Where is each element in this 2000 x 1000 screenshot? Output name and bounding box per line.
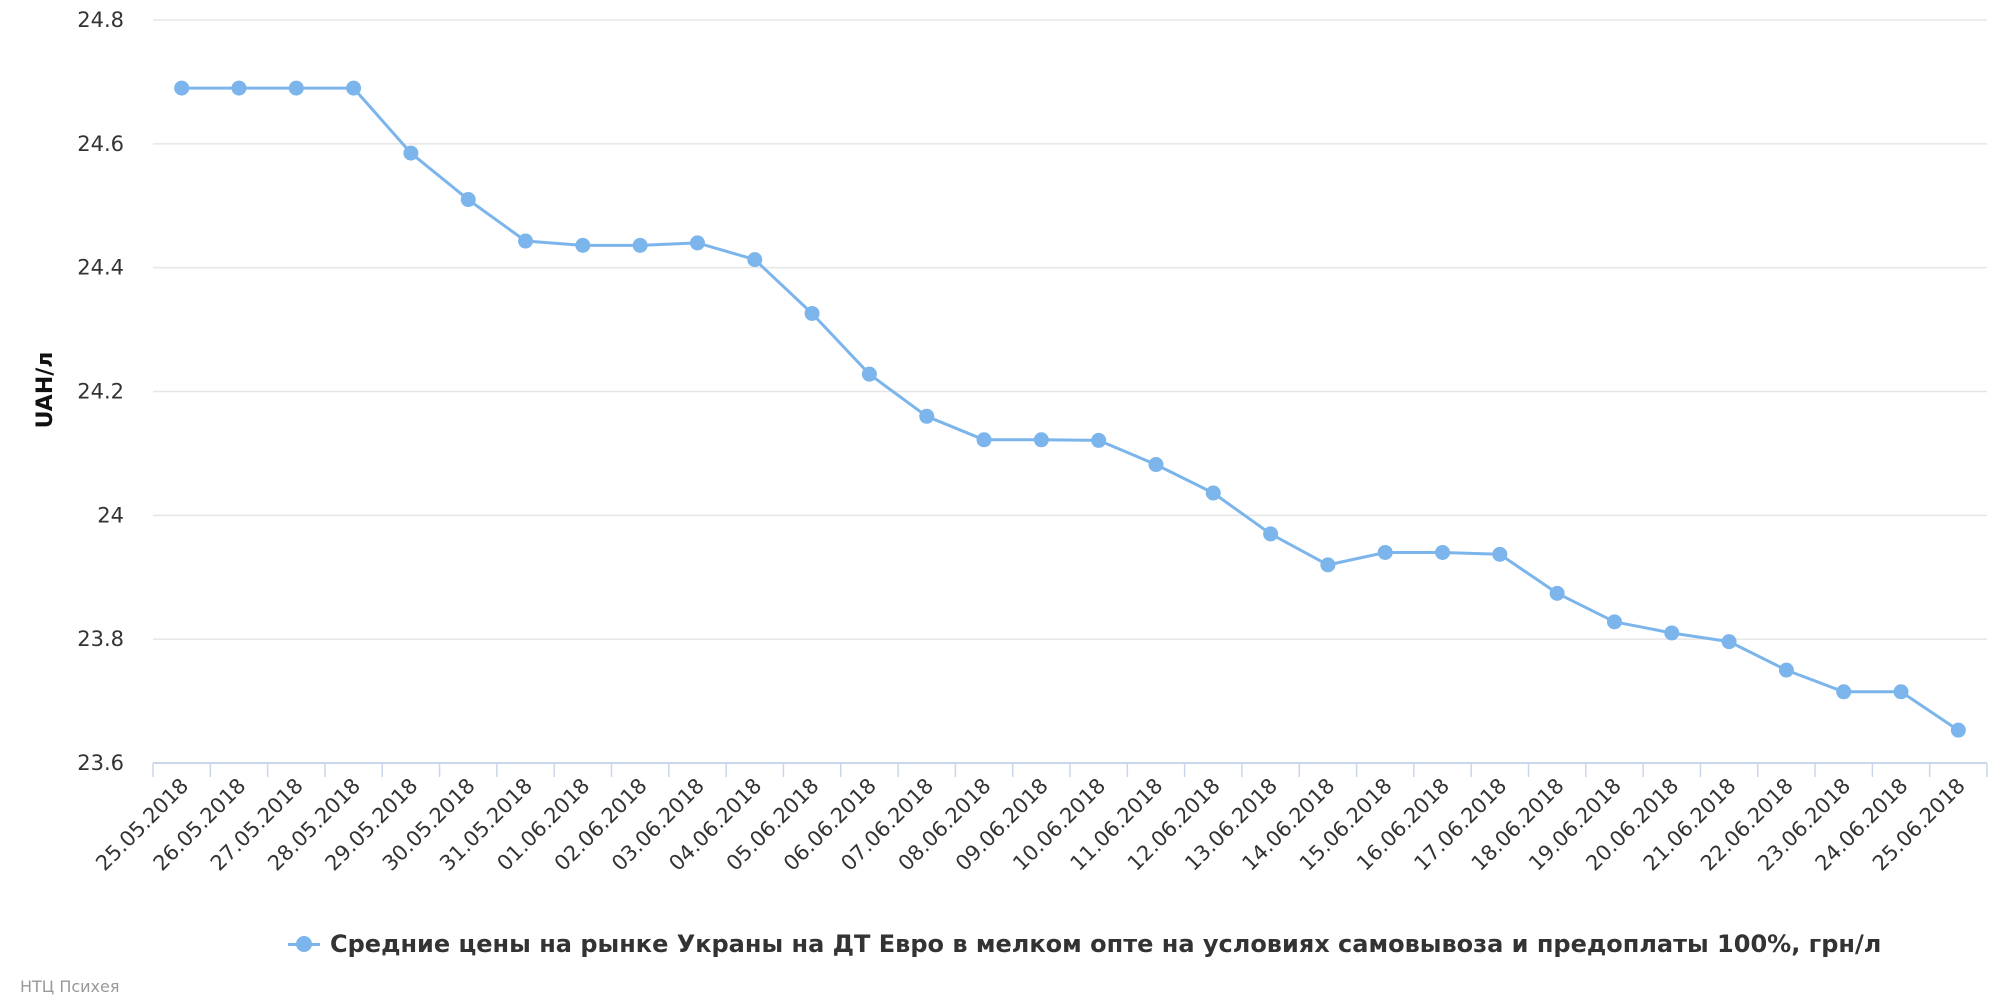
data-point[interactable] (1492, 546, 1508, 562)
data-point[interactable] (689, 235, 705, 251)
data-point[interactable] (1778, 662, 1794, 678)
data-point[interactable] (1606, 614, 1622, 630)
series-line (181, 86, 1960, 732)
data-point[interactable] (1320, 557, 1336, 573)
data-point[interactable] (518, 233, 534, 249)
data-point[interactable] (1033, 432, 1049, 448)
data-point[interactable] (1950, 722, 1966, 738)
y-tick-label: 23.6 (77, 751, 124, 775)
y-tick-label: 24.2 (77, 380, 124, 404)
data-point[interactable] (403, 145, 419, 161)
x-axis-ticks (152, 763, 1988, 777)
y-tick-label: 24.6 (77, 132, 124, 156)
data-point[interactable] (747, 252, 763, 268)
y-axis-title: UAH/л (33, 352, 58, 429)
data-point[interactable] (346, 80, 362, 96)
data-point[interactable] (1263, 526, 1279, 542)
data-point[interactable] (288, 80, 304, 96)
y-tick-label: 24.8 (77, 8, 124, 32)
data-point[interactable] (174, 80, 190, 96)
data-point[interactable] (976, 432, 992, 448)
credits[interactable]: НТЦ Психея (20, 977, 120, 996)
data-point[interactable] (1435, 544, 1451, 560)
data-point[interactable] (804, 305, 820, 321)
data-point[interactable] (1836, 684, 1852, 700)
series-points (174, 80, 1966, 738)
data-point[interactable] (1664, 625, 1680, 641)
y-tick-label: 24 (97, 503, 124, 527)
legend-marker-icon (288, 934, 320, 954)
data-point[interactable] (1549, 585, 1565, 601)
data-point[interactable] (1893, 684, 1909, 700)
data-point[interactable] (575, 237, 591, 253)
gridlines (153, 19, 1987, 640)
legend[interactable]: Средние цены на рынке Украны на ДТ Евро … (288, 926, 1881, 962)
x-axis-tick-labels: 25.05.201826.05.201827.05.201828.05.2018… (91, 774, 1970, 876)
y-tick-label: 24.4 (77, 256, 124, 280)
y-tick-label: 23.8 (77, 627, 124, 651)
legend-series-name: Средние цены на рынке Украны на ДТ Евро … (330, 930, 1882, 958)
data-point[interactable] (1377, 544, 1393, 560)
data-point[interactable] (1205, 485, 1221, 501)
data-point[interactable] (1091, 432, 1107, 448)
y-axis-tick-labels: 23.6 23.8 24 24.2 24.4 24.6 24.8 (77, 8, 124, 775)
data-point[interactable] (1721, 634, 1737, 650)
data-point[interactable] (1148, 457, 1164, 473)
data-point[interactable] (231, 80, 247, 96)
data-point[interactable] (861, 366, 877, 382)
data-point[interactable] (919, 408, 935, 424)
data-point[interactable] (460, 192, 476, 208)
data-point[interactable] (632, 237, 648, 253)
